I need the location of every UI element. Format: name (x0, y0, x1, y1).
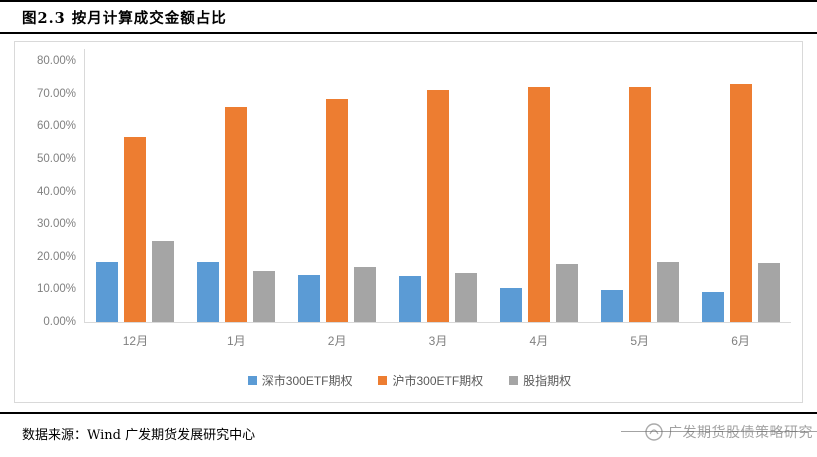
bar-0[interactable] (197, 261, 220, 322)
y-axis-tick-label: 80.00% (36, 55, 76, 67)
bar-1[interactable] (729, 83, 752, 322)
bar-0[interactable] (600, 290, 623, 322)
bar-0[interactable] (701, 291, 724, 322)
bar-0[interactable] (499, 287, 522, 322)
bar-2[interactable] (152, 241, 175, 322)
bar-group: 3月 (388, 61, 489, 348)
x-axis-tick-label: 3月 (428, 334, 448, 348)
bar-set (589, 61, 690, 322)
bar-set (85, 61, 186, 322)
bar-0[interactable] (298, 274, 321, 322)
y-axis-tick-label: 30.00% (36, 218, 76, 231)
bar-1[interactable] (124, 137, 147, 322)
bar-0[interactable] (96, 261, 119, 322)
x-axis-tick-label: 1月 (226, 334, 246, 348)
bar-group: 6月 (690, 61, 791, 348)
bar-2[interactable] (253, 271, 276, 322)
x-axis-line (85, 322, 791, 323)
bar-1[interactable] (326, 98, 349, 322)
square-swatch-icon (509, 376, 519, 385)
x-axis-tick-label: 2月 (327, 334, 347, 348)
bar-group: 12月 (85, 61, 186, 348)
bar-2[interactable] (354, 266, 377, 322)
page-title: 图2.3 按月计算成交金额占比 (22, 9, 227, 27)
legend-item[interactable]: 股指期权 (509, 372, 571, 389)
x-axis-tick-label: 4月 (529, 334, 549, 348)
bar-set (488, 61, 589, 322)
bar-group: 1月 (186, 61, 287, 348)
x-axis-tick-label: 12月 (122, 334, 149, 348)
square-swatch-icon (247, 376, 257, 385)
bar-1[interactable] (225, 106, 248, 322)
y-axis-tick-label: 0.00% (43, 316, 76, 328)
legend-item[interactable]: 深市300ETF期权 (247, 372, 353, 389)
chart-legend: 深市300ETF期权 沪市300ETF期权 股指期权 (15, 372, 804, 389)
y-axis-tick-label: 50.00% (36, 152, 76, 165)
y-axis-tick-label: 40.00% (36, 185, 76, 198)
legend-item-label: 深市300ETF期权 (261, 374, 353, 388)
bar-set (186, 61, 287, 322)
y-axis-tick-label: 10.00% (36, 283, 76, 296)
square-swatch-icon (378, 376, 388, 385)
figure-title-bar: 图2.3 按月计算成交金额占比 (0, 0, 817, 34)
bar-2[interactable] (555, 264, 578, 322)
watermark-label: 广发期货股债策略研究 (668, 425, 813, 441)
y-axis-tick-label: 70.00% (36, 87, 76, 100)
bar-2[interactable] (656, 261, 679, 322)
bar-set (287, 61, 388, 322)
bar-group: 2月 (287, 61, 388, 348)
bar-0[interactable] (399, 276, 421, 322)
bar-1[interactable] (527, 87, 550, 322)
bar-groups: 12月 1月 2月 3月 4月 5月 6月 (85, 61, 791, 348)
legend-item-label: 股指期权 (523, 374, 572, 388)
bar-2[interactable] (757, 262, 780, 322)
circle-logo-icon (645, 423, 663, 441)
plot-area: 0.00% 10.00% 20.00% 30.00% 40.00% 50.00% 60.00… (37, 49, 791, 351)
bar-set (388, 61, 489, 322)
bar-1[interactable] (628, 86, 651, 322)
bar-set (690, 61, 791, 322)
plot-inner: 0.00% 10.00% 20.00% 30.00% 40.00% 50.00% 60.00… (37, 49, 791, 351)
bar-2[interactable] (455, 273, 477, 322)
legend-item-label: 沪市300ETF期权 (392, 374, 484, 388)
footer-bar: 数据来源：Wind 广发期货发展研究中心 广发期货股债策略研究 (0, 412, 817, 457)
chart-container: 0.00% 10.00% 20.00% 30.00% 40.00% 50.00% 60.00… (14, 41, 803, 403)
y-axis-tick-label: 20.00% (36, 250, 76, 263)
y-axis-line (84, 49, 85, 323)
data-source-label: 数据来源：Wind 广发期货发展研究中心 (22, 428, 256, 443)
bar-group: 4月 (488, 61, 589, 348)
legend-item[interactable]: 沪市300ETF期权 (378, 372, 483, 389)
bar-group: 5月 (589, 61, 690, 348)
watermark-rule (621, 431, 817, 432)
y-axis-tick-label: 60.00% (36, 120, 76, 133)
x-axis-tick-label: 5月 (630, 334, 650, 348)
watermark: 广发期货股债策略研究 (644, 422, 813, 442)
bar-1[interactable] (427, 90, 449, 322)
x-axis-tick-label: 6月 (731, 334, 750, 348)
